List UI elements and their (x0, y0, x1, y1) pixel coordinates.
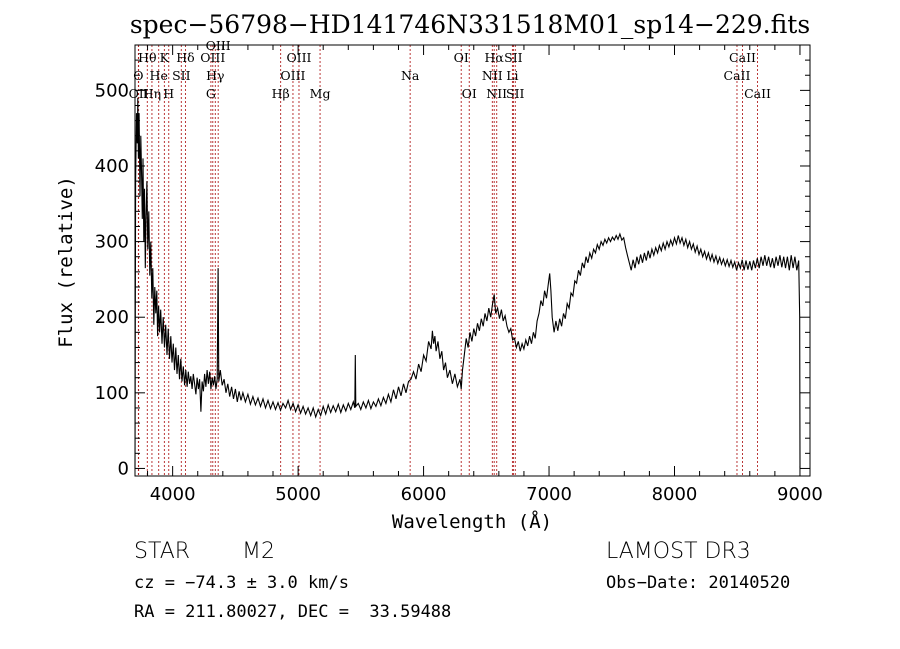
line-label-28: CaII (744, 86, 771, 101)
line-label-5: K (160, 50, 170, 65)
line-label-12: OIII (206, 38, 231, 53)
line-label-24: SII (506, 86, 525, 101)
redshift-velocity: cz = −74.3 ± 3.0 km/s (134, 573, 349, 593)
x-tick-label-4: 8000 (652, 484, 698, 505)
plot-frame (134, 44, 811, 477)
line-label-17: Na (401, 68, 420, 83)
y-tick-label-1: 100 (95, 383, 129, 404)
spectrum-line (134, 97, 801, 469)
line-label-16: Mg (310, 86, 331, 101)
y-tick-label-3: 300 (95, 232, 129, 253)
x-tick-label-2: 6000 (401, 484, 447, 505)
line-label-3: Hη (143, 86, 161, 101)
line-label-26: CaII (724, 68, 751, 83)
object-class: STAR (134, 539, 191, 564)
line-label-14: OIII (280, 68, 305, 83)
line-label-20: Hα (485, 50, 505, 65)
x-axis-title: Wavelength (Å) (392, 510, 552, 533)
line-label-10: Hγ (206, 68, 224, 83)
line-label-23: SII (504, 50, 523, 65)
x-tick-label-3: 7000 (526, 484, 572, 505)
survey-name: LAMOST DR3 (606, 539, 751, 564)
line-label-0: Hθ (138, 50, 156, 65)
object-subclass: M2 (242, 539, 275, 564)
y-axis-title: Flux (relative) (55, 176, 77, 348)
y-tick-label-2: 200 (95, 307, 129, 328)
line-label-2: OII (129, 86, 149, 101)
line-label-22: NII (486, 86, 507, 101)
observation-date: Obs−Date: 20140520 (606, 573, 791, 593)
y-tick-label-4: 400 (95, 156, 129, 177)
line-label-19: OI (462, 86, 477, 101)
x-tick-label-5: 9000 (777, 484, 823, 505)
axis-ticks: 4000 5000 6000 7000 8000 9000 0 100 200 300 400 500 (95, 45, 823, 505)
line-label-4: He (150, 68, 168, 83)
line-label-6: H (163, 86, 174, 101)
y-tick-label-0: 0 (118, 458, 129, 479)
spectral-line-markers (137, 45, 759, 476)
chart-title: spec−56798−HD141746N331518M01_sp14−229.f… (130, 10, 810, 39)
line-label-18: OI (454, 50, 469, 65)
line-label-9: OIII (200, 50, 225, 65)
x-tick-label-1: 5000 (275, 484, 321, 505)
line-label-13: Hβ (272, 86, 290, 101)
line-label-1: O (133, 68, 143, 83)
line-label-21: NII (482, 68, 503, 83)
x-tick-label-0: 4000 (150, 484, 196, 505)
line-label-25: Li (506, 68, 518, 83)
line-label-7: SII (172, 68, 191, 83)
y-tick-label-5: 500 (95, 80, 129, 101)
line-label-11: G (206, 86, 216, 101)
coordinates: RA = 211.80027, DEC = 33.59488 (134, 602, 452, 622)
line-label-15: OIII (286, 50, 311, 65)
line-label-27: CaII (729, 50, 756, 65)
line-label-8: Hδ (176, 50, 194, 65)
